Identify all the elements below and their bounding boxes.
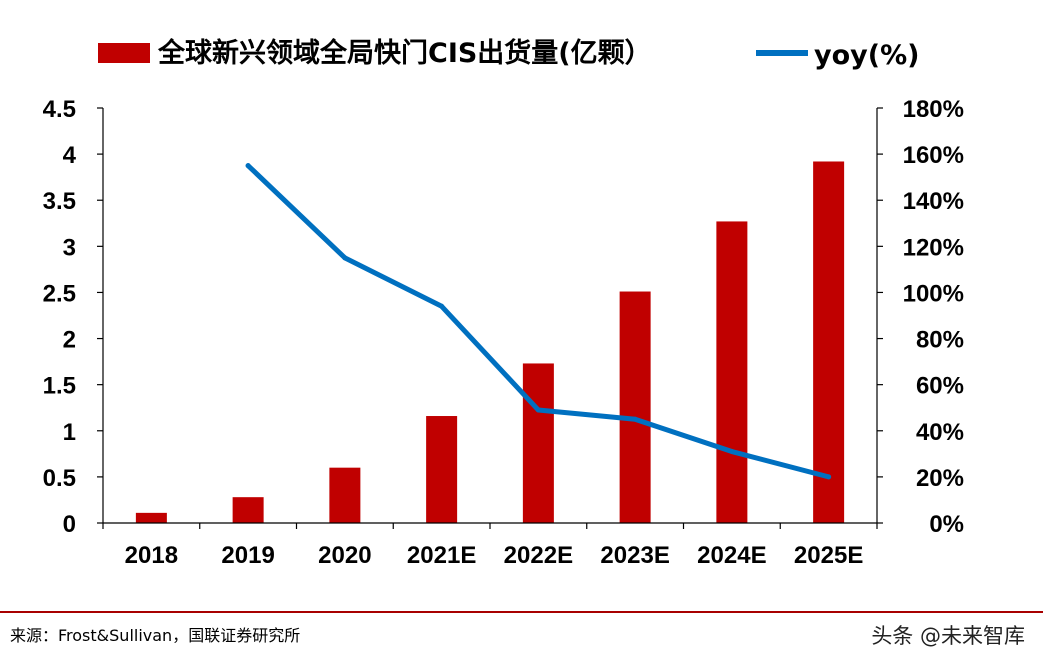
legend: 全球新兴领域全局快门CIS出货量(亿颗） yoy(%) [98,37,919,71]
source-note: 来源：Frost&Sullivan，国联证券研究所 [10,626,301,645]
x-tick-label: 2019 [221,542,274,569]
right-tick-label: 100% [903,280,964,307]
legend-bar-label: 全球新兴领域全局快门CIS出货量(亿颗） [157,37,652,69]
watermark: 头条 @未来智库 [871,624,1025,648]
bar-series [135,161,845,523]
axes: 0 0.5 1 1.5 2 2.5 3 3.5 4 4.5 0% 20% 40% 60% 80% 100% 12… [43,96,964,569]
right-tick-label: 0% [929,511,964,538]
right-tick-label: 160% [903,142,964,169]
left-tick-label: 4.5 [43,96,76,123]
right-tick-label: 60% [916,373,964,400]
line-series [245,163,832,480]
yoy-point-2024E [729,449,735,455]
left-tick-label: 2.5 [43,280,76,307]
left-tick-label: 3 [63,234,76,261]
left-tick-label: 0 [63,511,76,538]
combo-chart: 全球新兴领域全局快门CIS出货量(亿颗） yoy(%) 0 0.5 1 1.5 2 2.5 3… [43,37,964,569]
x-tick-label: 2025E [794,542,863,569]
bar-2020 [329,467,361,523]
x-tick-label: 2021E [407,542,476,569]
legend-line-label: yoy(%) [814,40,919,71]
left-tick-label: 3.5 [43,188,76,215]
legend-bar-swatch [98,43,150,63]
right-tick-label: 40% [916,419,964,446]
x-tick-label: 2024E [697,542,766,569]
yoy-point-2020 [342,255,348,261]
right-tick-label: 80% [916,327,964,354]
bar-2024E [716,221,748,523]
left-tick-label: 4 [63,142,77,169]
x-tick-label: 2018 [125,542,178,569]
right-tick-label: 120% [903,234,964,261]
bar-2021E [426,416,458,523]
x-tick-label: 2020 [318,542,371,569]
bar-2023E [619,291,651,523]
left-tick-label: 0.5 [43,465,76,492]
x-tick-label: 2022E [504,542,573,569]
right-tick-label: 20% [916,465,964,492]
bar-2022E [522,363,554,523]
bar-2019 [232,497,264,523]
bar-2025E [813,161,845,523]
left-tick-label: 2 [63,327,76,354]
yoy-point-2019 [245,163,251,169]
yoy-point-2023E [632,416,638,422]
bar-2018 [135,512,167,523]
yoy-point-2025E [826,474,832,480]
footer-divider [0,611,1043,613]
yoy-point-2022E [535,407,541,413]
right-tick-label: 180% [903,96,964,123]
left-tick-label: 1.5 [43,373,76,400]
right-tick-label: 140% [903,188,964,215]
x-tick-label: 2023E [600,542,669,569]
left-tick-label: 1 [63,419,76,446]
yoy-point-2021E [439,303,445,309]
